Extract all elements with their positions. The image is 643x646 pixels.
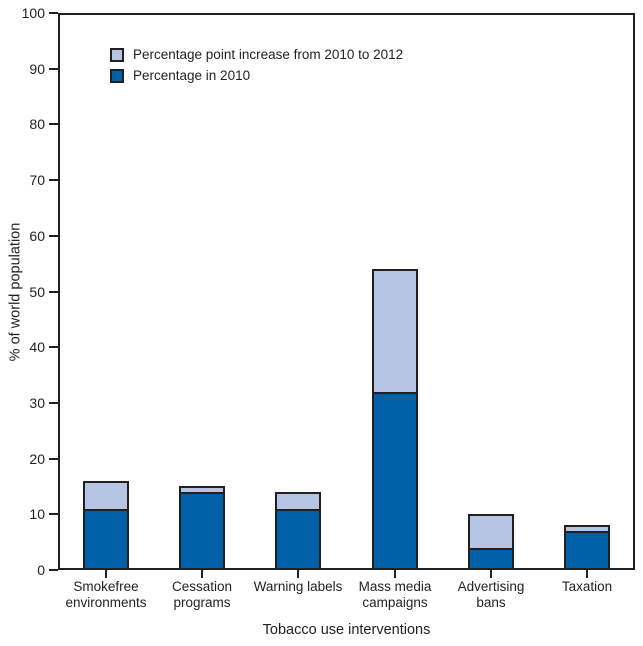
- y-tick-label: 30: [29, 394, 45, 411]
- legend-item-increase: Percentage point increase from 2010 to 2…: [110, 47, 403, 63]
- bar-segment-2010-mass-media-campaigns: [374, 392, 416, 568]
- y-tick-label: 70: [29, 172, 45, 189]
- y-tick: [49, 290, 58, 293]
- y-tick-label: 10: [29, 506, 45, 523]
- y-tick: [49, 12, 58, 14]
- legend-swatch-2010: [110, 69, 124, 83]
- y-tick: [49, 457, 58, 460]
- x-tick: [490, 570, 492, 578]
- x-category-label: Mass media campaigns: [358, 579, 432, 610]
- y-tick: [49, 234, 58, 237]
- x-category-label: Taxation: [561, 579, 613, 594]
- y-tick-label: 80: [29, 116, 45, 133]
- x-tick: [105, 570, 107, 578]
- legend-item-2010: Percentage in 2010: [110, 68, 403, 84]
- x-tick: [586, 570, 588, 578]
- bar-taxation: [564, 525, 610, 570]
- y-tick-label: 20: [29, 450, 45, 467]
- x-category-label: Cessation programs: [171, 579, 233, 610]
- bar-cessation-programs: [179, 486, 225, 570]
- x-category-label: Smokefree environments: [65, 579, 147, 610]
- y-tick-label: 90: [29, 60, 45, 77]
- y-tick-label: 100: [21, 5, 45, 21]
- bar-warning-labels: [275, 492, 321, 570]
- y-tick: [49, 123, 58, 126]
- bar-smokefree-environments: [83, 481, 129, 570]
- bar-segment-2010-cessation-programs: [181, 492, 223, 568]
- x-tick: [297, 570, 299, 578]
- x-tick: [394, 570, 396, 578]
- y-tick: [49, 346, 58, 349]
- x-category-label: Advertising bans: [457, 579, 525, 610]
- y-tick: [49, 67, 58, 70]
- legend-label-2010: Percentage in 2010: [133, 68, 251, 83]
- y-tick: [49, 179, 58, 182]
- y-tick-label: 0: [37, 562, 45, 578]
- x-category-label: Warning labels: [253, 579, 343, 594]
- bar-segment-2010-advertising-bans: [470, 548, 512, 568]
- x-axis-title: Tobacco use interventions: [262, 622, 431, 638]
- x-tick: [201, 570, 203, 578]
- y-tick: [49, 401, 58, 404]
- legend-swatch-increase: [110, 48, 124, 62]
- bar-segment-2010-taxation: [566, 531, 608, 568]
- legend: Percentage point increase from 2010 to 2…: [110, 47, 403, 84]
- y-tick: [49, 569, 58, 571]
- y-tick: [49, 513, 58, 516]
- bar-advertising-bans: [468, 514, 514, 570]
- y-tick-label: 60: [29, 227, 45, 244]
- y-tick-label: 40: [29, 339, 45, 356]
- bar-segment-2010-smokefree-environments: [85, 509, 127, 568]
- bar-segment-2010-warning-labels: [277, 509, 319, 568]
- bar-mass-media-campaigns: [372, 269, 418, 570]
- legend-label-increase: Percentage point increase from 2010 to 2…: [133, 47, 404, 62]
- plot-area: [58, 13, 635, 570]
- y-tick-label: 50: [29, 283, 45, 300]
